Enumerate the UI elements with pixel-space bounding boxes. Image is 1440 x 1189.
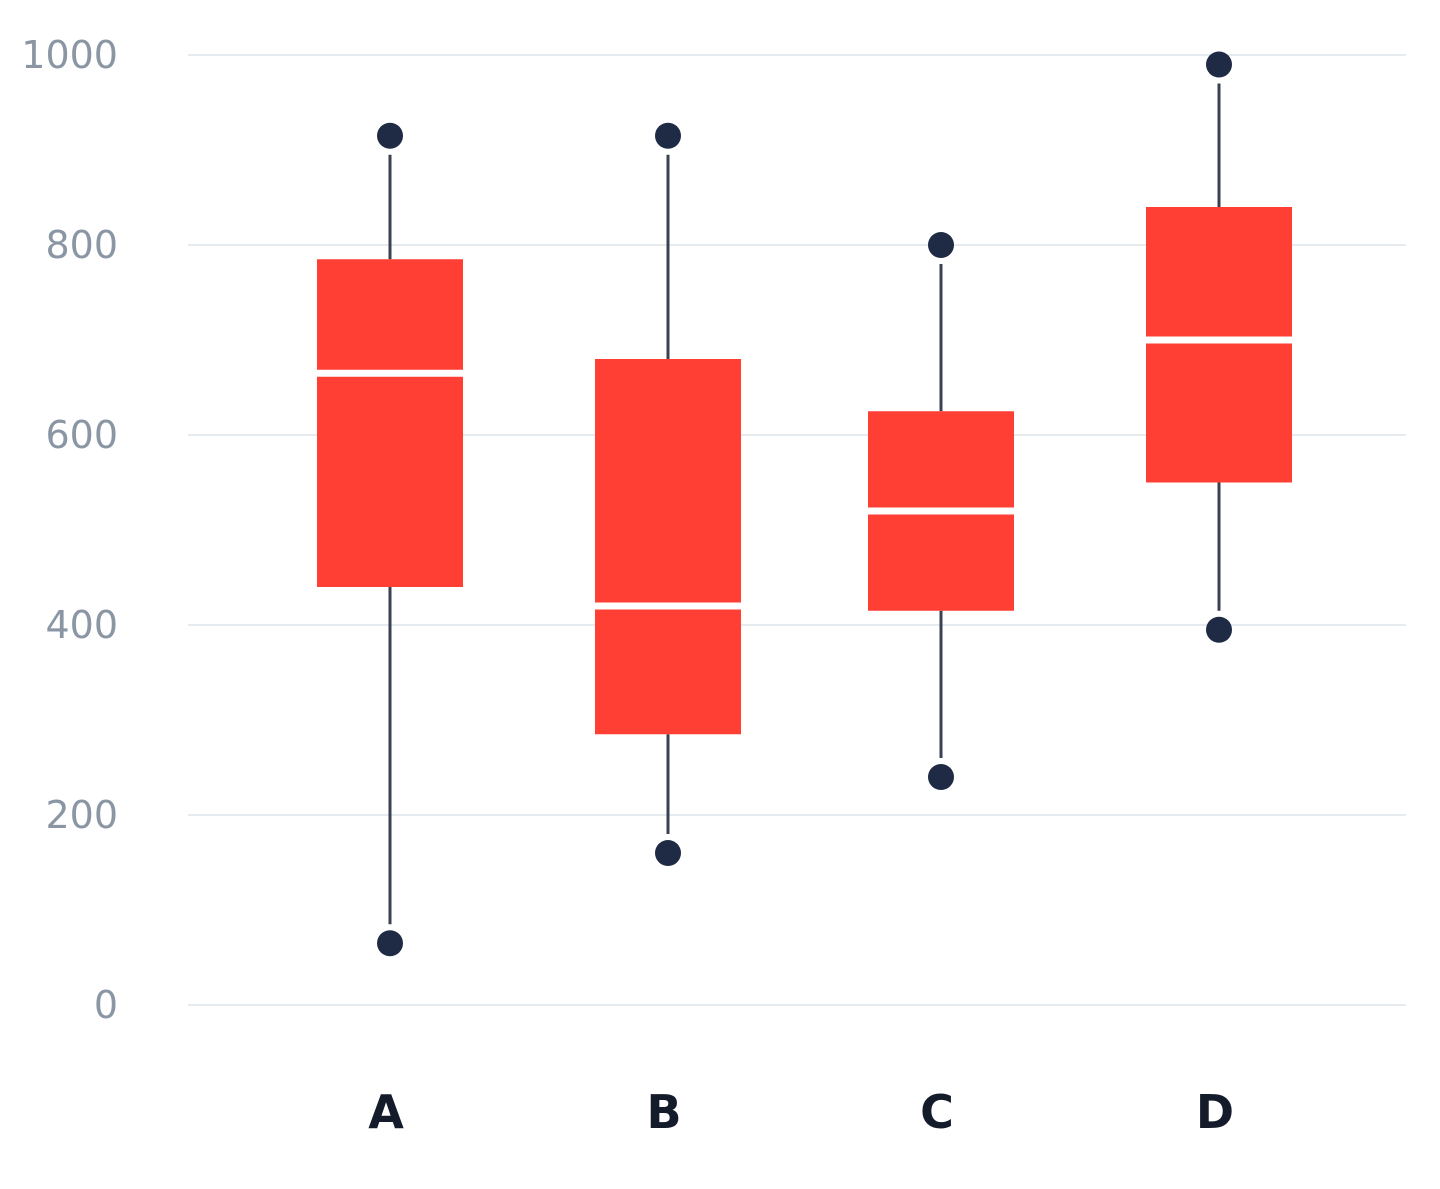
box-B bbox=[595, 122, 741, 866]
y-tick-label-400: 400 bbox=[45, 603, 118, 647]
box-A bbox=[317, 122, 463, 957]
y-tick-label-0: 0 bbox=[94, 983, 118, 1027]
box-D bbox=[1146, 51, 1292, 643]
x-tick-label-B: B bbox=[646, 1085, 681, 1139]
y-tick-label-1000: 1000 bbox=[21, 33, 118, 77]
max-point-B bbox=[655, 122, 681, 149]
min-point-D bbox=[1206, 616, 1232, 643]
max-point-A bbox=[377, 122, 403, 149]
box-body-D bbox=[1146, 207, 1292, 483]
box-body-A bbox=[317, 259, 463, 587]
min-point-A bbox=[377, 930, 403, 957]
min-point-C bbox=[928, 764, 954, 790]
max-point-C bbox=[928, 232, 954, 258]
box-body-B bbox=[595, 359, 741, 735]
y-tick-label-600: 600 bbox=[45, 413, 118, 457]
y-axis: 0 200 400 600 800 1000 bbox=[21, 33, 118, 1027]
x-axis: A B C D bbox=[368, 1085, 1234, 1139]
box-C bbox=[868, 232, 1014, 790]
min-point-B bbox=[655, 840, 681, 866]
x-tick-label-D: D bbox=[1196, 1085, 1234, 1139]
x-tick-label-C: C bbox=[920, 1085, 954, 1139]
y-tick-label-200: 200 bbox=[45, 793, 118, 837]
max-point-D bbox=[1206, 51, 1232, 78]
x-tick-label-A: A bbox=[368, 1085, 404, 1139]
box-series bbox=[317, 51, 1292, 957]
y-tick-label-800: 800 bbox=[45, 223, 118, 267]
